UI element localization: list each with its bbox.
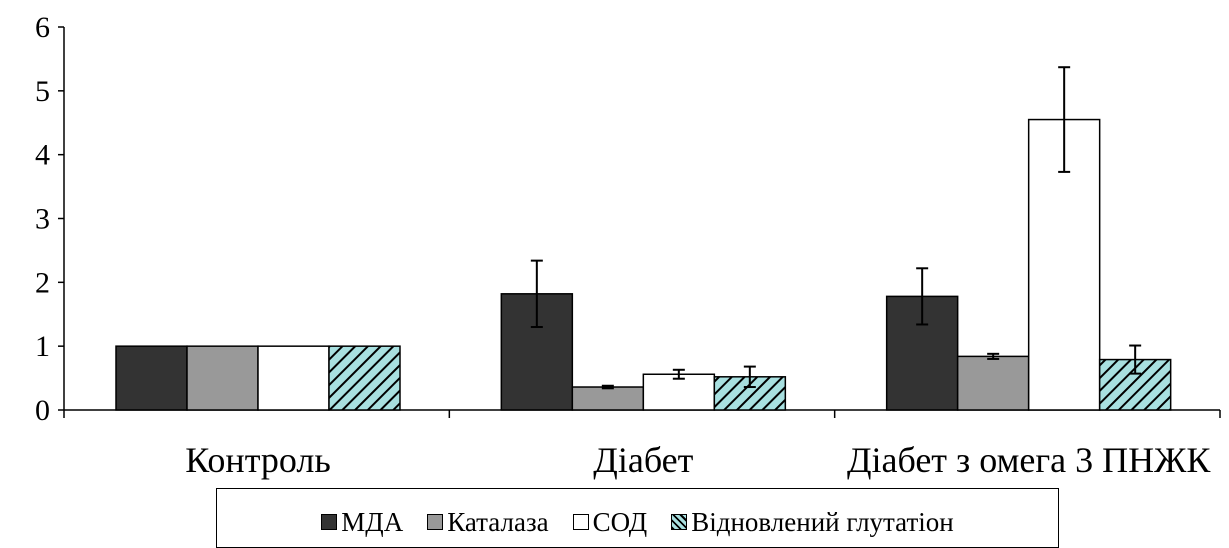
legend-row: МДА Каталаза СОД Відновлений глутатіон (217, 507, 1058, 537)
y-tick-label: 3 (35, 203, 50, 236)
legend-swatch (671, 514, 688, 530)
legend-item: Відновлений глутатіон (671, 507, 954, 537)
y-tick-label: 1 (35, 330, 50, 363)
category-label: Діабет (593, 440, 693, 480)
bar (1098, 358, 1172, 411)
y-tick-label: 2 (35, 266, 50, 299)
legend: МДА Каталаза СОД Відновлений глутатіон (216, 488, 1059, 548)
y-tick-label: 5 (35, 75, 50, 108)
legend-label: Каталаза (447, 507, 549, 537)
bar (956, 355, 1030, 411)
legend-label: Відновлений глутатіон (691, 507, 954, 537)
legend-swatch (572, 514, 589, 530)
legend-item: СОД (572, 507, 648, 537)
legend-label: МДА (341, 507, 404, 537)
category-label: Діабет з омега 3 ПНЖК (847, 440, 1211, 480)
legend-swatch (321, 514, 338, 530)
y-tick-label: 4 (35, 139, 50, 172)
y-tick-label: 0 (35, 394, 50, 427)
bar (186, 345, 259, 411)
category-label: Контроль (185, 440, 331, 480)
bar (328, 345, 401, 411)
bar (642, 373, 716, 411)
legend-swatch (427, 514, 444, 530)
legend-item: Каталаза (427, 507, 549, 537)
legend-label: СОД (592, 507, 648, 537)
bar-chart: 0 1 2 3 4 5 6 Контроль Діабет Діабет з омега 3 ПН… (35, 11, 1221, 480)
bar (571, 386, 645, 411)
bar (500, 293, 574, 411)
bar (115, 345, 188, 411)
y-tick-label: 6 (35, 11, 50, 44)
bar (257, 345, 330, 411)
legend-item: МДА (321, 507, 403, 537)
